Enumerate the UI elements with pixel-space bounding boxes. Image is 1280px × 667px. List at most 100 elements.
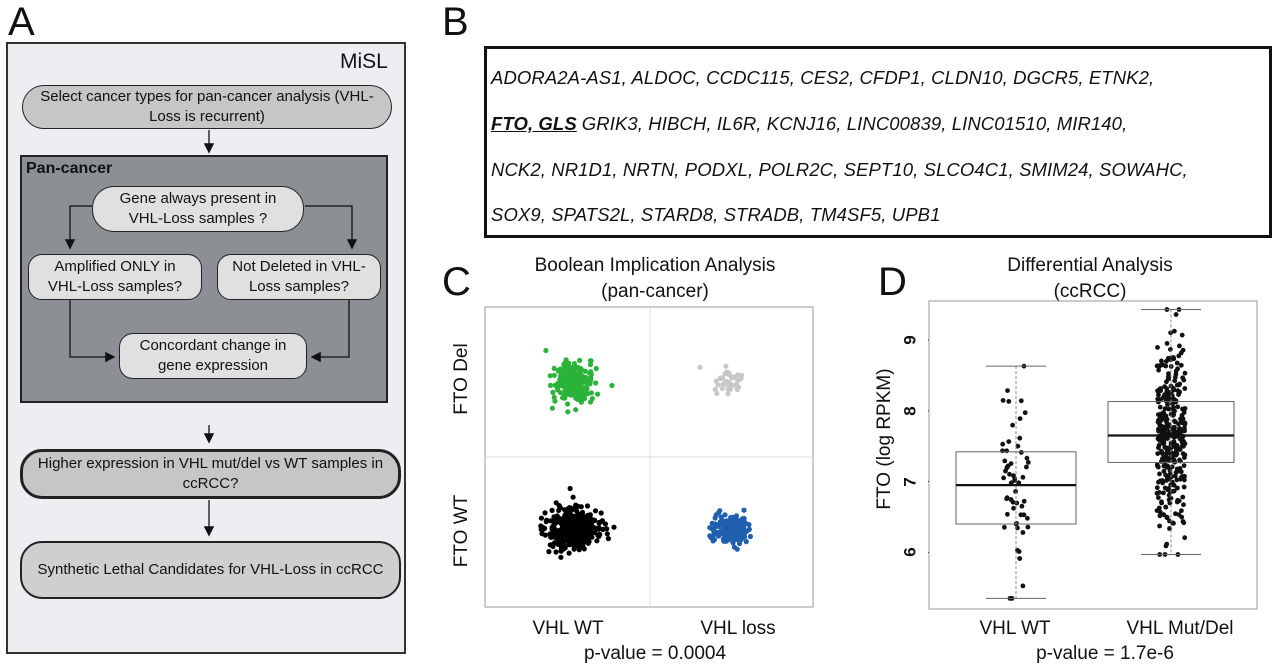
scatter-point xyxy=(589,534,595,540)
data-point xyxy=(1181,484,1187,490)
scatter-point xyxy=(558,529,564,536)
scatter-point xyxy=(565,514,571,520)
scatter-point xyxy=(576,382,582,388)
scatter-point xyxy=(602,521,608,527)
scatter-point xyxy=(734,386,740,393)
data-point xyxy=(1154,485,1160,491)
cluster-2 xyxy=(538,485,617,560)
data-point xyxy=(1154,490,1160,496)
chart-d-frame xyxy=(928,300,1258,610)
scatter-point xyxy=(550,541,556,548)
scatter-point xyxy=(576,547,582,553)
data-point xyxy=(1003,468,1008,474)
gene-list-line-2-text: GRIK3, HIBCH, IL6R, KCNJ16, LINC00839, L… xyxy=(581,113,1128,134)
data-point xyxy=(1170,412,1176,418)
scatter-point xyxy=(741,507,747,513)
chart-d-y-axis-label: FTO (log RPKM) xyxy=(874,368,895,510)
data-point xyxy=(1010,422,1015,428)
scatter-point xyxy=(574,526,580,532)
data-point xyxy=(1004,495,1010,501)
data-point xyxy=(1180,494,1186,500)
scatter-point xyxy=(594,538,600,544)
data-point xyxy=(1182,425,1187,431)
scatter-point xyxy=(720,536,726,542)
scatter-point xyxy=(742,521,748,527)
scatter-point xyxy=(565,401,571,407)
scatter-point xyxy=(725,391,731,397)
scatter-point xyxy=(723,363,729,369)
scatter-point xyxy=(729,536,735,542)
data-point xyxy=(1163,504,1169,510)
data-point xyxy=(1174,448,1179,453)
data-point xyxy=(1182,452,1188,458)
not-deleted-box: Not Deleted in VHL-Loss samples? xyxy=(217,254,381,300)
data-point xyxy=(1164,419,1169,425)
data-point xyxy=(1016,549,1022,554)
scatter-point xyxy=(715,382,721,388)
scatter-point xyxy=(579,533,585,539)
data-point xyxy=(1005,388,1010,393)
data-point xyxy=(1000,441,1006,447)
data-point xyxy=(1157,523,1162,529)
scatter-point xyxy=(735,378,741,384)
scatter-point xyxy=(720,529,726,535)
data-point xyxy=(1179,474,1185,479)
scatter-point xyxy=(714,390,720,396)
scatter-point xyxy=(718,514,724,520)
data-point xyxy=(1168,440,1174,446)
chart-c-x-tick-vhl-loss: VHL loss xyxy=(700,618,776,639)
data-point xyxy=(1165,402,1170,407)
data-point xyxy=(1006,439,1012,444)
scatter-point xyxy=(596,526,602,532)
scatter-point xyxy=(733,536,739,542)
select-cancer-types-box: Select cancer types for pan-cancer analy… xyxy=(22,85,392,129)
pan-cancer-label: Pan-cancer xyxy=(26,160,113,177)
gene-present-text: Gene always present in VHL-Loss samples … xyxy=(119,190,277,227)
scatter-point xyxy=(583,384,589,391)
chart-d-x-tick-vhl-wt: VHL WT xyxy=(979,618,1051,639)
scatter-point xyxy=(580,524,586,530)
data-point xyxy=(1166,406,1172,412)
data-point xyxy=(1165,356,1171,361)
cluster-0 xyxy=(543,347,615,415)
scatter-point xyxy=(592,508,599,514)
data-point xyxy=(1159,358,1164,364)
data-point xyxy=(1162,462,1168,468)
scatter-point xyxy=(596,519,602,525)
scatter-point xyxy=(575,364,581,370)
scatter-point xyxy=(544,517,550,523)
scatter-point xyxy=(567,485,573,492)
scatter-point xyxy=(731,523,737,529)
amplified-only-text: Amplified ONLY in VHL-Loss samples? xyxy=(47,258,183,295)
scatter-point xyxy=(580,513,586,519)
scatter-point xyxy=(547,382,554,388)
scatter-point xyxy=(710,532,717,538)
scatter-point xyxy=(550,519,557,525)
select-cancer-types-text: Select cancer types for pan-cancer analy… xyxy=(40,88,374,125)
data-point xyxy=(1005,463,1011,469)
scatter-point xyxy=(726,379,732,386)
data-point xyxy=(1165,376,1171,382)
scatter-point xyxy=(570,514,576,520)
scatter-point xyxy=(567,525,573,532)
data-point xyxy=(1174,477,1180,483)
data-point xyxy=(1164,341,1170,346)
data-point xyxy=(1182,406,1188,411)
y-tick-label: 8 xyxy=(900,406,920,416)
differential-analysis-chart xyxy=(928,300,1258,610)
data-point xyxy=(1018,398,1024,404)
scatter-point xyxy=(596,533,602,539)
data-point xyxy=(1178,362,1184,368)
scatter-point xyxy=(734,546,740,552)
data-point xyxy=(1017,556,1023,561)
data-point xyxy=(1155,345,1160,350)
data-point xyxy=(1164,541,1170,547)
data-point xyxy=(1160,362,1165,368)
scatter-point xyxy=(737,536,743,542)
panel-label-d: D xyxy=(878,260,907,304)
data-point xyxy=(1157,422,1163,428)
chart-d-p-value: p-value = 1.7e-6 xyxy=(1036,643,1174,664)
scatter-point xyxy=(547,373,553,379)
scatter-point xyxy=(722,371,728,377)
data-point xyxy=(1174,466,1180,472)
